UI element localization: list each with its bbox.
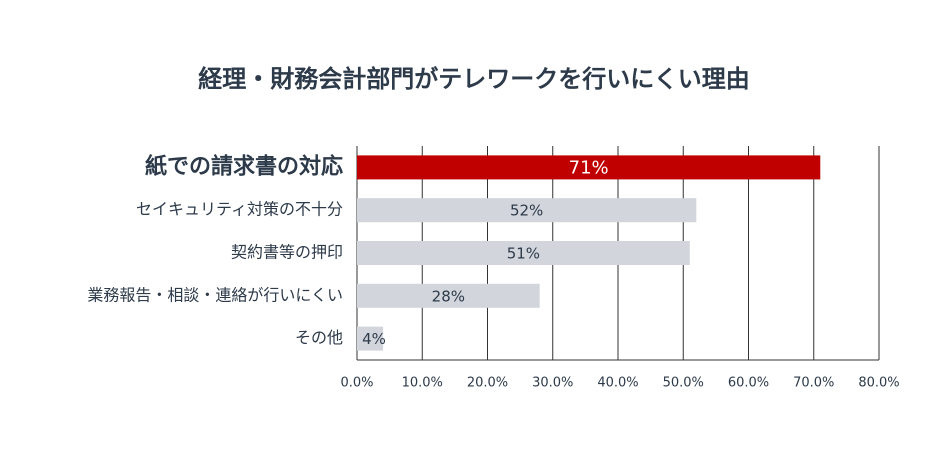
value-label: 4% xyxy=(362,330,386,348)
x-tick-label: 80.0% xyxy=(858,376,899,391)
x-tick-label: 70.0% xyxy=(793,376,834,391)
x-tick-label: 40.0% xyxy=(597,376,638,391)
x-tick-label: 50.0% xyxy=(663,376,704,391)
y-tick-label: 契約書等の押印 xyxy=(231,243,343,262)
value-label: 28% xyxy=(432,287,465,305)
x-tick-label: 0.0% xyxy=(340,376,373,391)
y-tick-label: その他 xyxy=(295,328,343,347)
value-label: 52% xyxy=(510,202,543,220)
y-tick-label: セイキュリティ対策の不十分 xyxy=(136,200,343,219)
bar xyxy=(357,241,690,265)
x-tick-label: 60.0% xyxy=(728,376,769,391)
value-label: 71% xyxy=(569,157,609,178)
bar xyxy=(357,283,540,308)
x-tick-label: 30.0% xyxy=(532,376,573,391)
bar xyxy=(357,326,384,351)
value-label: 51% xyxy=(507,245,540,263)
y-tick-label: 紙での請求書の対応 xyxy=(145,153,343,179)
x-tick-label: 20.0% xyxy=(467,376,508,391)
y-tick-label: 業務報告・相談・連絡が行いにくい xyxy=(87,285,343,304)
bar xyxy=(357,155,821,180)
bar xyxy=(357,198,697,223)
x-tick-label: 10.0% xyxy=(402,376,443,391)
chart-title: 経理・財務会計部門がテレワークを行いにくい理由 xyxy=(198,65,750,93)
